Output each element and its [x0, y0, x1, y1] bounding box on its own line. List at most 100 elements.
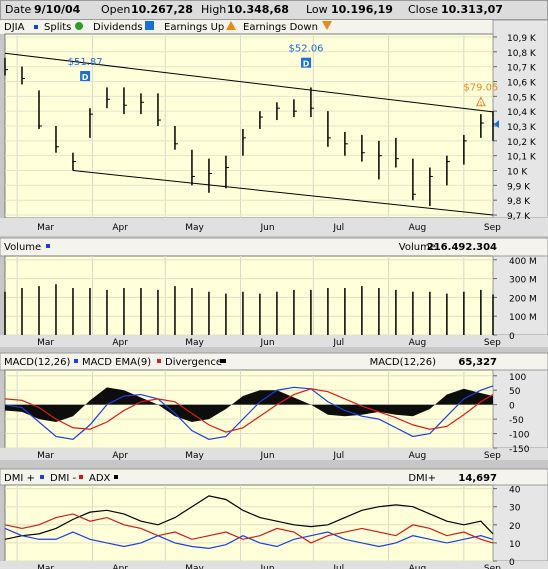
volume-value: 216.492.304	[427, 242, 497, 253]
high-label: High	[201, 3, 227, 16]
dmi-legend-minus: DMI -	[50, 473, 76, 484]
adx-line	[4, 513, 494, 544]
macd-legend-divergence: Divergence	[165, 357, 222, 368]
annotation-badge-text: D	[303, 60, 310, 69]
price-ytick-label: 10,2 K	[507, 138, 537, 148]
dividend-marker	[80, 71, 91, 82]
legend-dividends: Dividends	[93, 22, 143, 33]
macd-month-strip	[0, 448, 548, 460]
legend-symbol-swatch	[34, 25, 38, 29]
price-ytick-label: 9,8 K	[507, 197, 531, 207]
volume-month-tick: Aug	[409, 338, 427, 348]
date-label: Date	[5, 3, 32, 16]
price-month-tick: Sep	[484, 223, 501, 233]
close-label: Close	[408, 3, 438, 16]
price-ytick-label: 10,9 K	[507, 34, 537, 44]
legend-symbol: DJIA	[4, 22, 25, 33]
price-ytick-label: 10 K	[507, 168, 528, 178]
volume-legend: Volume	[4, 242, 41, 253]
macd-axis-area	[492, 369, 548, 449]
high-value: 10.348,68	[227, 3, 289, 16]
volume-month-tick: Jun	[260, 338, 275, 348]
dmi-ytick-label: 30	[509, 504, 521, 514]
price-ytick-label: 10,8 K	[507, 49, 537, 59]
macd-ema-line	[4, 388, 494, 433]
last-price-arrow	[494, 120, 499, 129]
dmi-ytick-label: 10	[509, 540, 521, 550]
macd-month-tick: Mar	[37, 451, 54, 461]
macd-ytick-label: 50	[509, 387, 521, 397]
dmi-month-tick: Sep	[484, 564, 501, 569]
volume-axis-area	[492, 255, 548, 336]
macd-month-tick: Sep	[484, 451, 501, 461]
macd-legend-swatch	[74, 359, 78, 363]
price-ytick-label: 9,9 K	[507, 182, 531, 192]
price-annotation-label: $79.05	[463, 82, 498, 93]
macd-ytick-label: -100	[509, 431, 530, 441]
macd-value: 65,327	[458, 357, 497, 368]
dmi-month-tick: Apr	[112, 564, 128, 569]
dividend-marker	[301, 57, 312, 68]
dmi-value: 14,697	[458, 473, 497, 484]
chart-canvas: Mar Apr May Jun Jul Aug Sep 9,7 K 9,8 K 9,9 K 10 K…	[0, 20, 548, 569]
volume-ytick-label: 300 M	[509, 276, 537, 286]
low-value: 10.196,19	[331, 3, 393, 16]
dmi-legend-swatch	[114, 475, 118, 479]
dmi-month-tick: Jun	[260, 564, 275, 569]
volume-plot-area	[4, 255, 494, 336]
dmi-month-tick: Mar	[37, 564, 54, 569]
macd-legend-swatch	[220, 359, 226, 363]
legend-splits: Splits	[44, 22, 71, 33]
dmi-plus-line	[4, 495, 494, 540]
dmi-legend-plus: DMI +	[4, 473, 35, 484]
dmi-month-tick: Jul	[332, 564, 344, 569]
macd-value-label: MACD(12,26)	[370, 357, 437, 368]
close-value: 10.313,07	[441, 3, 503, 16]
dmi-minus-line	[4, 527, 494, 549]
volume-value-label: Volume	[399, 242, 436, 253]
price-month-tick: Jul	[332, 223, 344, 233]
annotation-badge-text: D	[82, 73, 89, 82]
trendline-1	[72, 170, 494, 216]
macd-ytick-label: -150	[509, 445, 530, 455]
volume-ytick-label: 400 M	[509, 257, 537, 267]
price-month-tick: Jun	[260, 223, 275, 233]
price-month-tick: Apr	[112, 223, 128, 233]
price-ytick-label: 10,5 K	[507, 93, 537, 103]
macd-month-tick: Aug	[409, 451, 427, 461]
open-label: Open	[101, 3, 131, 16]
price-annotation-label: $51.87	[68, 57, 103, 68]
price-ytick-label: 10,1 K	[507, 153, 537, 163]
price-axis-area	[492, 20, 548, 219]
dmi-value-label: DMI+	[408, 473, 436, 484]
price-header-strip	[0, 20, 548, 34]
dmi-month-strip	[0, 561, 548, 569]
price-ytick-label: 10,3 K	[507, 123, 537, 133]
dmi-legend-swatch	[40, 475, 44, 479]
macd-ytick-label: -50	[509, 416, 524, 426]
dmi-axis-area	[492, 484, 548, 562]
volume-month-strip	[0, 335, 548, 347]
volume-month-tick: Mar	[37, 338, 54, 348]
volume-month-tick: Apr	[112, 338, 128, 348]
dmi-legend-adx: ADX	[89, 473, 111, 484]
macd-month-tick: Jul	[332, 451, 344, 461]
macd-legend-swatch	[157, 359, 161, 363]
volume-ytick-label: 100 M	[509, 313, 537, 323]
macd-month-tick: Jun	[260, 451, 275, 461]
price-ytick-label: 10,4 K	[507, 108, 537, 118]
macd-legend-macd: MACD(12,26)	[4, 357, 71, 368]
low-label: Low	[306, 3, 328, 16]
dmi-month-tick: Aug	[409, 564, 427, 569]
price-month-strip	[0, 218, 548, 236]
volume-month-tick: Sep	[484, 338, 501, 348]
split-circle-icon	[75, 22, 83, 30]
price-month-tick: May	[185, 223, 204, 233]
volume-month-tick: Jul	[332, 338, 344, 348]
price-annotation-label: $52.06	[289, 44, 324, 55]
dmi-month-tick: May	[185, 564, 204, 569]
legend-earnings-up: Earnings Up	[164, 22, 224, 33]
triangle-down-icon	[322, 21, 332, 30]
macd-legend-ema: MACD EMA(9)	[82, 357, 151, 368]
price-month-tick: Aug	[409, 223, 427, 233]
